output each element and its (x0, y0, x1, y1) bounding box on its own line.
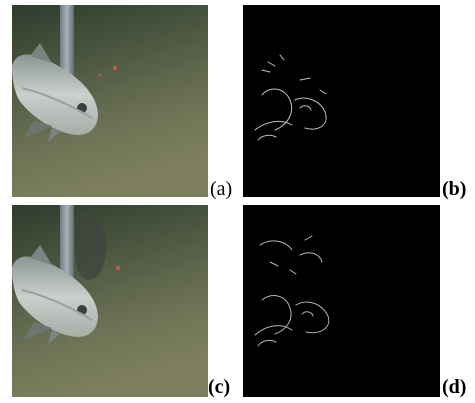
panel-b-image (243, 5, 440, 197)
panel-label: (b) (442, 178, 466, 200)
panel-a-image (12, 5, 208, 197)
panel-d-image (243, 205, 440, 397)
panel-label: (d) (442, 376, 466, 398)
panel-label: (c) (208, 376, 230, 398)
panel-c-image (12, 205, 208, 397)
figure: (a) (b) (c) (0, 0, 475, 403)
panel-label: (a) (210, 178, 232, 200)
